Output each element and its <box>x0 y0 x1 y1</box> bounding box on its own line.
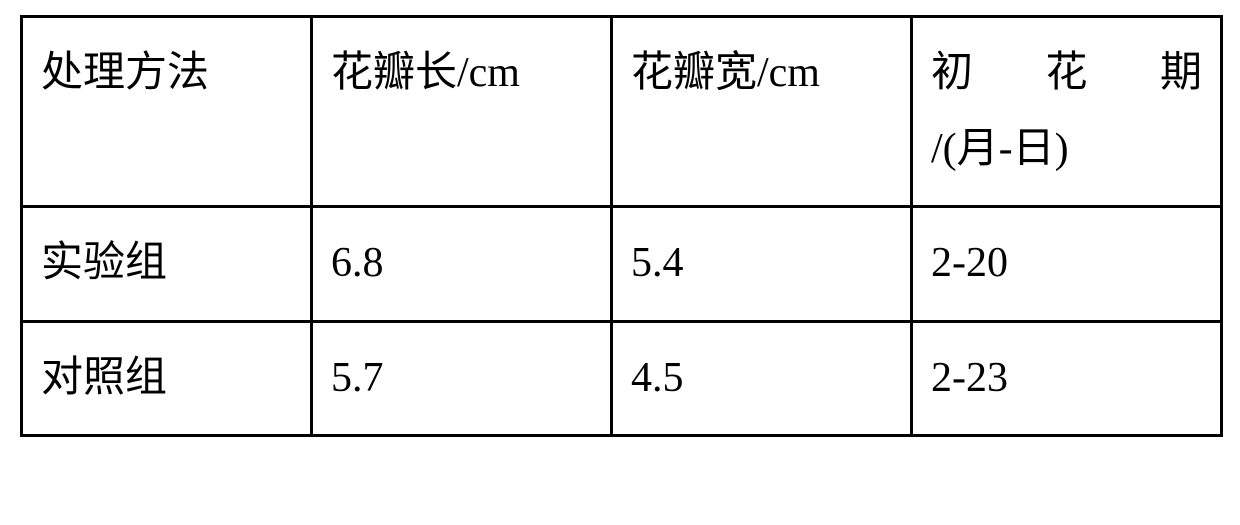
cell-first-bloom: 2-23 <box>912 321 1222 436</box>
cell-first-bloom: 2-20 <box>912 207 1222 322</box>
table-header-row: 处理方法 花瓣长/cm 花瓣宽/cm 初 花 期 /(月-日) <box>22 17 1222 207</box>
cell-method: 对照组 <box>22 321 312 436</box>
col-header-first-bloom: 初 花 期 /(月-日) <box>912 17 1222 207</box>
col-header-first-bloom-line1: 初 花 期 <box>931 36 1202 112</box>
col-header-petal-length: 花瓣长/cm <box>312 17 612 207</box>
col-header-first-bloom-line2: /(月-日) <box>931 112 1202 188</box>
cell-petal-width: 5.4 <box>612 207 912 322</box>
data-table: 处理方法 花瓣长/cm 花瓣宽/cm 初 花 期 /(月-日) 实验组 6.8 … <box>20 15 1223 437</box>
cell-petal-length: 5.7 <box>312 321 612 436</box>
cell-petal-width: 4.5 <box>612 321 912 436</box>
page: 处理方法 花瓣长/cm 花瓣宽/cm 初 花 期 /(月-日) 实验组 6.8 … <box>0 0 1240 525</box>
table-row: 实验组 6.8 5.4 2-20 <box>22 207 1222 322</box>
cell-petal-length: 6.8 <box>312 207 612 322</box>
table-row: 对照组 5.7 4.5 2-23 <box>22 321 1222 436</box>
col-header-petal-width: 花瓣宽/cm <box>612 17 912 207</box>
cell-method: 实验组 <box>22 207 312 322</box>
col-header-method: 处理方法 <box>22 17 312 207</box>
